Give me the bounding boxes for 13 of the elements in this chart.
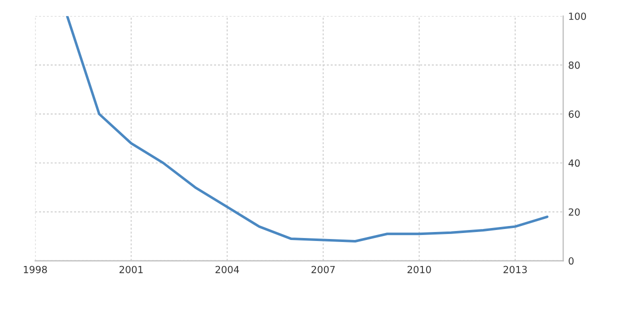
x-tick-label: 2010 [408, 266, 431, 274]
y-tick-label: 40 [568, 159, 580, 167]
x-tick-label: 2007 [312, 266, 335, 274]
x-tick-label: 2001 [120, 266, 143, 274]
x-tick-label: 2013 [504, 266, 527, 274]
y-tick-label: 0 [568, 257, 574, 265]
y-tick-label: 80 [568, 62, 580, 69]
x-tick-label: 2004 [216, 266, 240, 274]
line-series [66, 16, 548, 242]
y-tick-label: 20 [568, 208, 580, 216]
x-tick-label: 1998 [24, 266, 47, 274]
y-tick-label: 100 [569, 12, 586, 20]
y-tick-label: 60 [568, 110, 580, 118]
